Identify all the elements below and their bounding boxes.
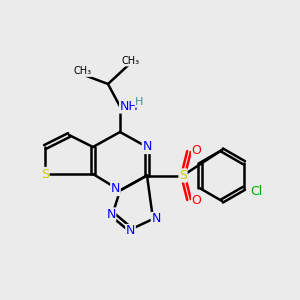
Text: O: O (192, 194, 201, 208)
Text: O: O (192, 143, 201, 157)
Text: CH₃: CH₃ (122, 56, 140, 66)
Text: N: N (111, 182, 120, 196)
Text: S: S (179, 169, 187, 182)
Text: H: H (135, 97, 144, 107)
Text: N: N (126, 224, 135, 238)
Text: S: S (41, 167, 49, 181)
Text: N: N (106, 208, 116, 221)
Text: N: N (142, 140, 152, 154)
Text: Cl: Cl (250, 185, 262, 198)
Text: NH: NH (120, 100, 138, 113)
Text: CH₃: CH₃ (74, 66, 92, 76)
Text: N: N (151, 212, 161, 226)
